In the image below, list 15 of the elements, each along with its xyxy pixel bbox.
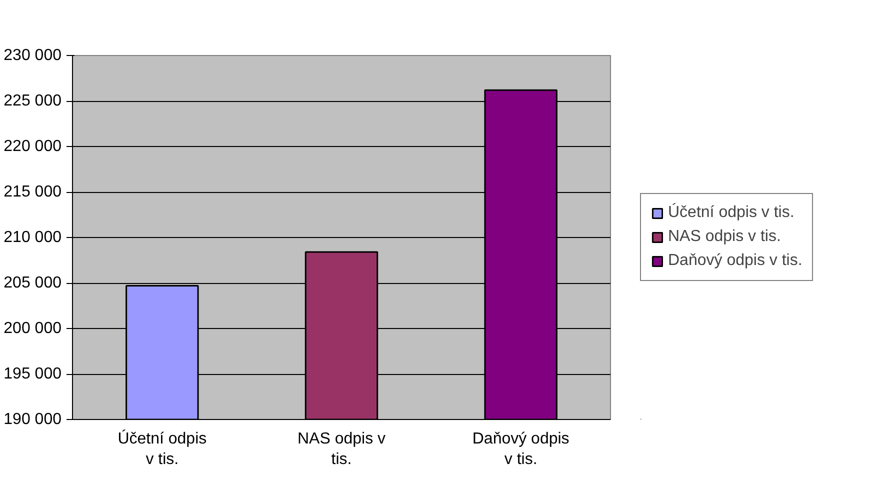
x-tick-label: NAS odpis v tis.	[297, 430, 386, 468]
x-tick-label: Účetní odpis v tis.	[118, 430, 207, 468]
y-tick-label: 220 000	[4, 138, 62, 155]
y-tick-label: 190 000	[4, 411, 62, 428]
legend-label: Daňový odpis v tis.	[668, 252, 802, 270]
y-tick-label: 215 000	[4, 184, 62, 200]
legend-label: NAS odpis v tis.	[668, 228, 781, 246]
y-tick-label: 210 000	[4, 229, 62, 246]
y-tick-label: 200 000	[4, 320, 62, 337]
y-tick-label: 225 000	[4, 92, 62, 110]
legend-label: Účetní odpis v tis.	[668, 204, 794, 222]
y-tick-label: 195 000	[4, 366, 62, 382]
y-tick-label: 230 000	[4, 47, 62, 64]
x-tick-label: Daňový odpis v tis.	[472, 430, 570, 468]
y-tick-label: 205 000	[4, 274, 62, 292]
